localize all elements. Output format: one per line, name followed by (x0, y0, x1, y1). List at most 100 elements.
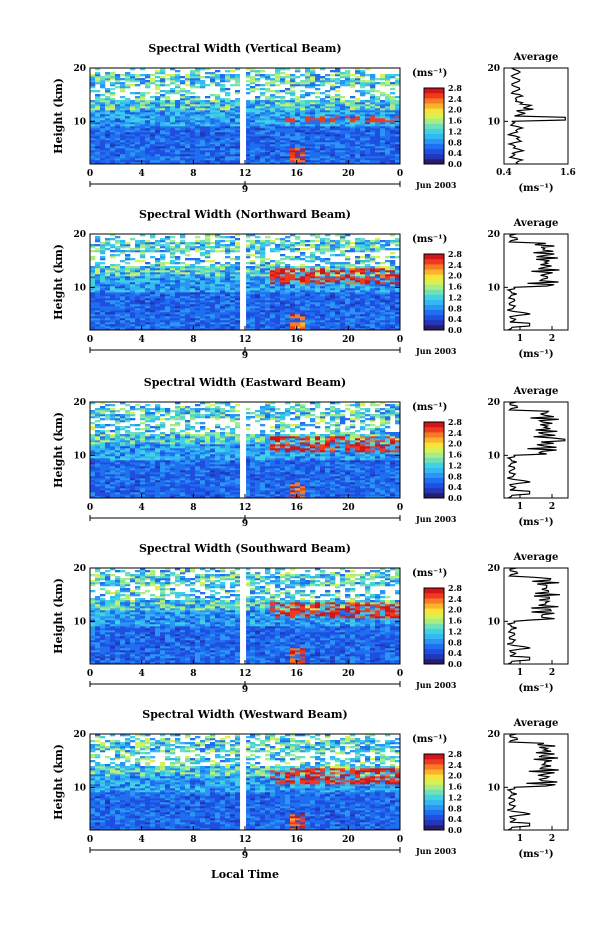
heatmap-cell (130, 124, 136, 127)
heatmap-cell (365, 154, 371, 157)
heatmap-cell (250, 240, 256, 243)
heatmap-cell (190, 248, 196, 251)
heatmap-cell (150, 324, 156, 327)
heatmap-cell (125, 146, 131, 149)
heatmap-cell (330, 84, 336, 87)
heatmap-cell (250, 284, 256, 287)
heatmap-cell (145, 308, 151, 311)
heatmap-cell (360, 274, 366, 277)
heatmap-cell (150, 286, 156, 289)
heatmap-cell (375, 318, 381, 321)
heatmap-cell (340, 130, 346, 133)
heatmap-cell (290, 322, 296, 325)
heatmap-cell (180, 280, 186, 283)
heatmap-cell (280, 258, 286, 261)
heatmap-cell (390, 270, 396, 273)
heatmap-cell (255, 122, 261, 125)
heatmap-cell (215, 240, 221, 243)
heatmap-cell (395, 74, 401, 77)
heatmap-cell (145, 250, 151, 253)
heatmap-cell (190, 152, 196, 155)
heatmap-cell (350, 310, 356, 313)
heatmap-cell (95, 314, 101, 317)
heatmap-cell (335, 254, 341, 257)
heatmap-cell (175, 92, 181, 95)
heatmap-cell (95, 276, 101, 279)
heatmap-cell (355, 158, 361, 161)
heatmap-cell (190, 74, 196, 77)
heatmap-cell (395, 140, 401, 143)
heatmap-cell (95, 100, 101, 103)
heatmap-cell (140, 118, 146, 121)
heatmap-cell (120, 74, 126, 77)
heatmap-cell (380, 306, 386, 309)
heatmap-cell (290, 304, 296, 307)
heatmap-cell (290, 272, 296, 275)
heatmap-cell (140, 276, 146, 279)
heatmap-cell (360, 240, 366, 243)
heatmap-cell (395, 114, 401, 117)
heatmap-cell (100, 106, 106, 109)
heatmap-cell (380, 292, 386, 295)
heatmap-cell (215, 124, 221, 127)
heatmap-cell (355, 260, 361, 263)
heatmap-cell (95, 116, 101, 119)
heatmap-cell (145, 150, 151, 153)
heatmap-cell (115, 246, 121, 249)
heatmap-cell (230, 282, 236, 285)
heatmap-cell (180, 266, 186, 269)
heatmap-cell (150, 250, 156, 253)
heatmap-cell (180, 240, 186, 243)
heatmap-cell (260, 328, 266, 331)
heatmap-cell (195, 276, 201, 279)
heatmap-cell (395, 284, 401, 287)
heatmap-cell (390, 292, 396, 295)
heatmap-cell (235, 302, 241, 305)
heatmap-cell (295, 140, 301, 143)
heatmap-cell (260, 276, 266, 279)
heatmap-cell (320, 280, 326, 283)
heatmap-cell (185, 282, 191, 285)
heatmap-cell (340, 142, 346, 145)
heatmap-cell (290, 314, 296, 317)
heatmap-cell (170, 300, 176, 303)
heatmap-cell (295, 314, 301, 317)
heatmap-cell (200, 152, 206, 155)
heatmap-cell (120, 154, 126, 157)
heatmap-cell (175, 128, 181, 131)
heatmap-cell (310, 144, 316, 147)
heatmap-cell (160, 120, 166, 123)
heatmap-cell (245, 312, 251, 315)
heatmap-cell (295, 274, 301, 277)
heatmap-cell (385, 248, 391, 251)
heatmap-cell (90, 152, 96, 155)
heatmap-cell (370, 140, 376, 143)
heatmap-cell (165, 144, 171, 147)
heatmap-cell (390, 150, 396, 153)
heatmap-cell (100, 300, 106, 303)
heatmap-cell (185, 134, 191, 137)
heatmap-cell (345, 124, 351, 127)
heatmap-cell (280, 152, 286, 155)
heatmap-cell (350, 268, 356, 271)
heatmap-cell (320, 80, 326, 83)
heatmap-cell (325, 312, 331, 315)
heatmap-cell (310, 244, 316, 247)
heatmap-cell (165, 154, 171, 157)
heatmap-cell (290, 250, 296, 253)
heatmap-cell (165, 318, 171, 321)
heatmap-cell (285, 90, 291, 93)
heatmap-cell (170, 158, 176, 161)
heatmap-cell (220, 322, 226, 325)
heatmap-cell (315, 322, 321, 325)
heatmap-cell (320, 144, 326, 147)
heatmap-cell (350, 270, 356, 273)
heatmap-cell (275, 68, 281, 71)
heatmap-cell (285, 122, 291, 125)
heatmap-cell (170, 256, 176, 259)
heatmap-cell (195, 286, 201, 289)
heatmap-cell (170, 106, 176, 109)
heatmap-cell (180, 250, 186, 253)
heatmap-cell (215, 144, 221, 147)
heatmap-cell (165, 152, 171, 155)
